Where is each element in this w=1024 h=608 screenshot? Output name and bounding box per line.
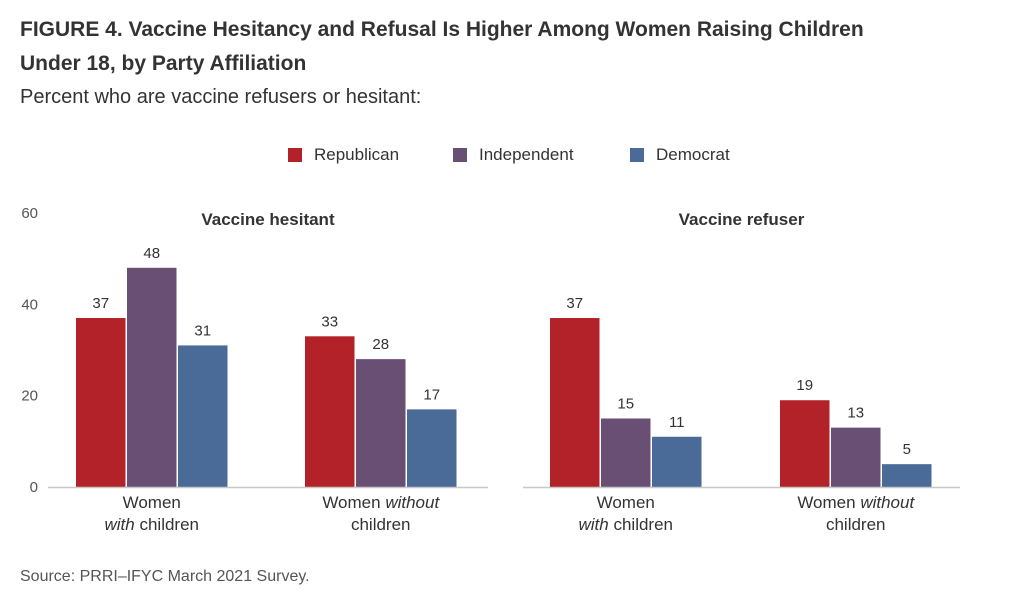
category-label-line1: Women [123,493,181,512]
bar-value-label: 37 [92,295,109,312]
bar-vaccine-hesitant-democrat-0 [178,345,228,487]
bar-value-label: 19 [796,377,813,394]
panel-title-vaccine-hesitant: Vaccine hesitant [201,210,335,229]
legend-label-republican: Republican [314,145,400,164]
legend-item-independent: Independent [453,145,574,165]
y-tick-label: 40 [21,296,38,313]
bar-value-label: 37 [566,295,583,312]
bar-vaccine-refuser-independent-1 [831,427,881,487]
legend-item-republican: Republican [288,145,399,165]
chart-title-line1: FIGURE 4. Vaccine Hesitancy and Refusal … [20,18,864,41]
bar-value-label: 15 [617,396,634,413]
legend-item-democrat: Democrat [630,145,730,165]
bar-vaccine-refuser-republican-0 [550,318,600,487]
legend-label-independent: Independent [479,145,574,164]
bar-vaccine-refuser-independent-0 [601,418,651,487]
bar-vaccine-hesitant-republican-1 [305,336,355,487]
y-tick-label: 20 [21,388,38,405]
bar-vaccine-hesitant-independent-1 [356,359,406,487]
legend: Republican Independent Democrat [0,145,1024,167]
source-note: Source: PRRI–IFYC March 2021 Survey. [20,568,310,585]
chart-title: FIGURE 4. Vaccine Hesitancy and Refusal … [20,13,1010,81]
bar-vaccine-hesitant-republican-0 [76,318,126,487]
bar-vaccine-refuser-democrat-0 [652,436,702,487]
bar-vaccine-refuser-democrat-1 [882,464,932,487]
legend-swatch-republican [288,148,302,162]
bar-value-label: 48 [143,245,160,262]
bar-value-label: 5 [903,441,911,458]
category-label-line1: Women [597,493,655,512]
bar-value-label: 31 [194,322,211,339]
y-tick-label: 0 [30,479,38,496]
category-label-line2: children [826,515,886,534]
bar-value-label: 33 [321,313,338,330]
bar-vaccine-refuser-republican-1 [780,400,830,487]
bar-vaccine-hesitant-democrat-1 [407,409,457,487]
category-label-line1: Women without [797,493,915,512]
category-label-line2: children [351,515,411,534]
chart-title-line2: Under 18, by Party Affiliation [20,52,307,75]
bar-value-label: 13 [847,405,864,422]
bar-value-label: 11 [669,414,685,431]
category-label-line2: with children [105,515,200,534]
bar-vaccine-hesitant-independent-0 [127,267,177,487]
bar-value-label: 17 [423,386,440,403]
bar-value-label: 28 [372,336,389,353]
panel-title-vaccine-refuser: Vaccine refuser [679,210,805,229]
category-label-line2: with children [579,515,674,534]
y-tick-label: 60 [21,205,38,222]
legend-label-democrat: Democrat [656,145,730,164]
legend-swatch-democrat [630,148,644,162]
legend-swatch-independent [453,148,467,162]
category-label-line1: Women without [322,493,440,512]
chart-subtitle: Percent who are vaccine refusers or hesi… [20,86,422,108]
